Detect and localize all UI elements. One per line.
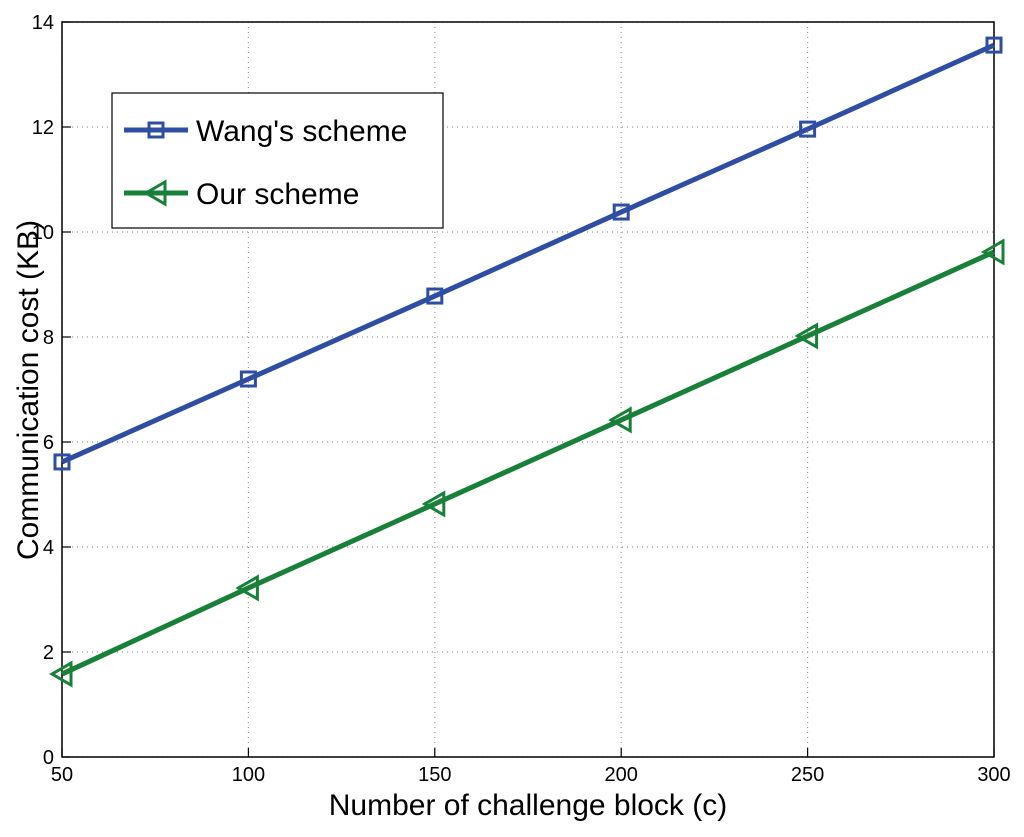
marker bbox=[49, 660, 73, 688]
x-tick-label: 300 bbox=[977, 764, 1010, 786]
y-tick-label: 8 bbox=[43, 327, 54, 349]
y-axis-label: Communication cost (KB) bbox=[12, 220, 45, 560]
marker bbox=[985, 36, 1003, 54]
marker bbox=[235, 574, 259, 602]
legend-box bbox=[111, 92, 444, 229]
marker bbox=[608, 406, 632, 434]
y-tick-label: 6 bbox=[43, 432, 54, 454]
y-tick-label: 2 bbox=[43, 642, 54, 664]
legend-marker bbox=[147, 121, 165, 139]
y-tick-label: 4 bbox=[43, 537, 54, 559]
marker bbox=[799, 120, 817, 138]
marker bbox=[426, 287, 444, 305]
x-axis-label: Number of challenge block (c) bbox=[329, 789, 728, 822]
line bbox=[60, 42, 996, 465]
x-tick-label: 250 bbox=[791, 764, 824, 786]
marker bbox=[612, 203, 630, 221]
line bbox=[60, 249, 996, 677]
legend-label: Wang's scheme bbox=[196, 115, 407, 148]
y-tick-label: 12 bbox=[32, 117, 54, 139]
x-tick-label: 150 bbox=[418, 764, 451, 786]
y-tick-label: 0 bbox=[43, 747, 54, 769]
y-tick-label: 10 bbox=[32, 222, 54, 244]
marker bbox=[239, 370, 257, 388]
plot-frame bbox=[61, 21, 995, 758]
legend-label: Our scheme bbox=[196, 178, 359, 211]
legend-marker bbox=[143, 179, 167, 207]
marker bbox=[53, 453, 71, 471]
x-tick-label: 50 bbox=[51, 764, 73, 786]
marker bbox=[981, 238, 1005, 266]
y-tick-label: 14 bbox=[32, 12, 54, 34]
x-tick-label: 200 bbox=[605, 764, 638, 786]
x-tick-label: 100 bbox=[232, 764, 265, 786]
marker bbox=[794, 322, 819, 350]
marker bbox=[421, 490, 446, 518]
